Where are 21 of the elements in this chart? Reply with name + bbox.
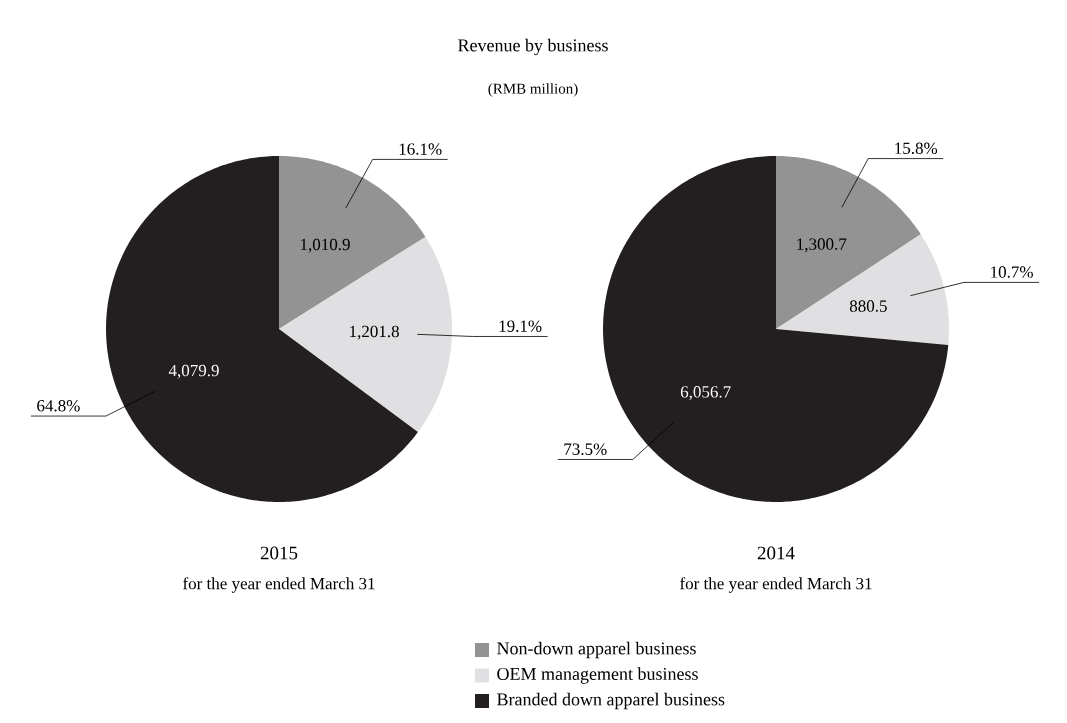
text: 16.1% (399, 143, 442, 155)
data-label: 4,079.9 (168, 364, 219, 379)
data-label: 1,010.9 (301, 238, 350, 253)
text: 2015 (260, 546, 298, 560)
data-label: 6,056.7 (680, 386, 731, 401)
legend-label: Non-down apparel business (497, 641, 696, 659)
text: 73.5% (564, 443, 607, 455)
legend-label: Branded down apparel business (497, 692, 725, 710)
chart-title: Revenue by business (458, 38, 608, 56)
data-label: 880.5 (849, 300, 887, 312)
text: for the year ended March 31 (182, 577, 375, 593)
text: for the year ended March 31 (680, 577, 872, 593)
chart-subtitle: (RMB million) (488, 83, 578, 97)
data-label: 1,201.8 (350, 325, 399, 340)
text: 19.1% (499, 320, 542, 332)
text: 15.8% (895, 142, 938, 155)
text: 64.8% (37, 400, 80, 412)
text: 2014 (757, 546, 795, 560)
legend-label: OEM management business (497, 667, 698, 684)
data-label: 1,300.7 (797, 238, 847, 253)
text: 10.7% (991, 266, 1033, 278)
